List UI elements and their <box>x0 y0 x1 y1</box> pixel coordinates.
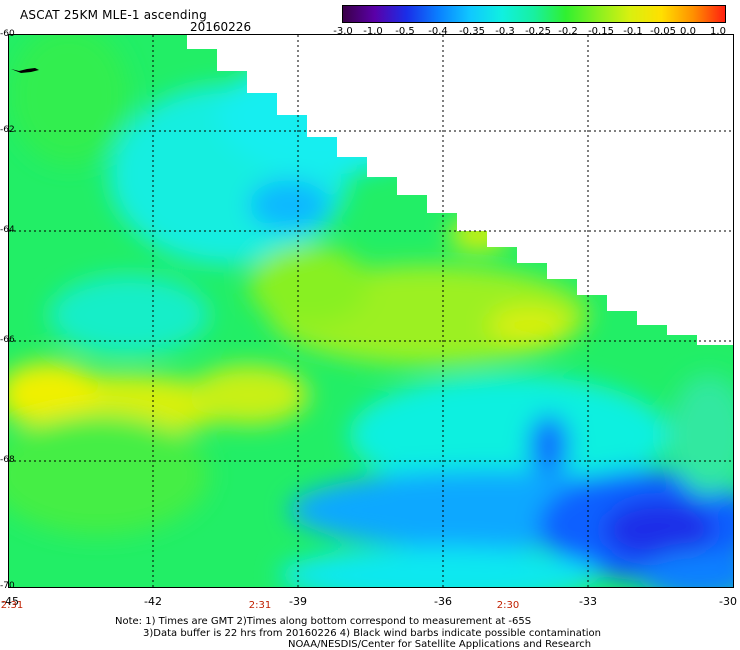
ascat-map-panel <box>8 34 734 588</box>
colorbar-tick: -0.4 <box>428 26 448 37</box>
colorbar-tick: -1.0 <box>363 26 383 37</box>
colorbar-tick: -0.25 <box>525 26 551 37</box>
colorbar-gradient <box>343 6 725 22</box>
colorbar-tick: -0.2 <box>558 26 578 37</box>
ascat-map-plot <box>9 35 733 587</box>
time-label: 2:31 <box>248 600 272 611</box>
colorbar-tick: -0.05 <box>650 26 676 37</box>
lon-label: -45 <box>1 595 19 608</box>
wind-field <box>9 35 733 587</box>
lon-label: -30 <box>719 595 737 608</box>
colorbar-tick: 0.0 <box>680 26 696 37</box>
lat-label: -64 <box>0 225 15 235</box>
lon-label: -39 <box>289 595 307 608</box>
footnote-credit: NOAA/NESDIS/Center for Satellite Applica… <box>288 639 592 650</box>
footnote-line-1: Note: 1) Times are GMT 2)Times along bot… <box>115 616 532 627</box>
lat-label: -62 <box>0 125 15 135</box>
colorbar-tick: -0.35 <box>459 26 485 37</box>
time-label: 2:30 <box>496 600 520 611</box>
lon-label: -33 <box>579 595 597 608</box>
graticule <box>9 35 733 587</box>
footnote-line-2: 3)Data buffer is 22 hrs from 20160226 4)… <box>143 628 601 639</box>
colorbar-tick: -3.0 <box>333 26 353 37</box>
colorbar-tick: -0.1 <box>623 26 643 37</box>
lat-label: -66 <box>0 335 15 345</box>
lat-label: -70 <box>0 581 15 591</box>
colorbar <box>342 5 726 23</box>
time-label: 2:31 <box>0 600 24 611</box>
lat-label: -60 <box>0 29 15 39</box>
lon-label: -36 <box>434 595 452 608</box>
colorbar-tick: -0.5 <box>395 26 415 37</box>
colorbar-tick: -0.15 <box>588 26 614 37</box>
lat-label: -68 <box>0 455 15 465</box>
colorbar-tick: -0.3 <box>495 26 515 37</box>
coastline <box>11 68 39 73</box>
colorbar-fill <box>343 6 725 22</box>
lon-label: -42 <box>144 595 162 608</box>
map-date: 20160226 <box>190 20 252 34</box>
colorbar-tick: 1.0 <box>710 26 726 37</box>
map-title: ASCAT 25KM MLE-1 ascending <box>20 8 207 22</box>
